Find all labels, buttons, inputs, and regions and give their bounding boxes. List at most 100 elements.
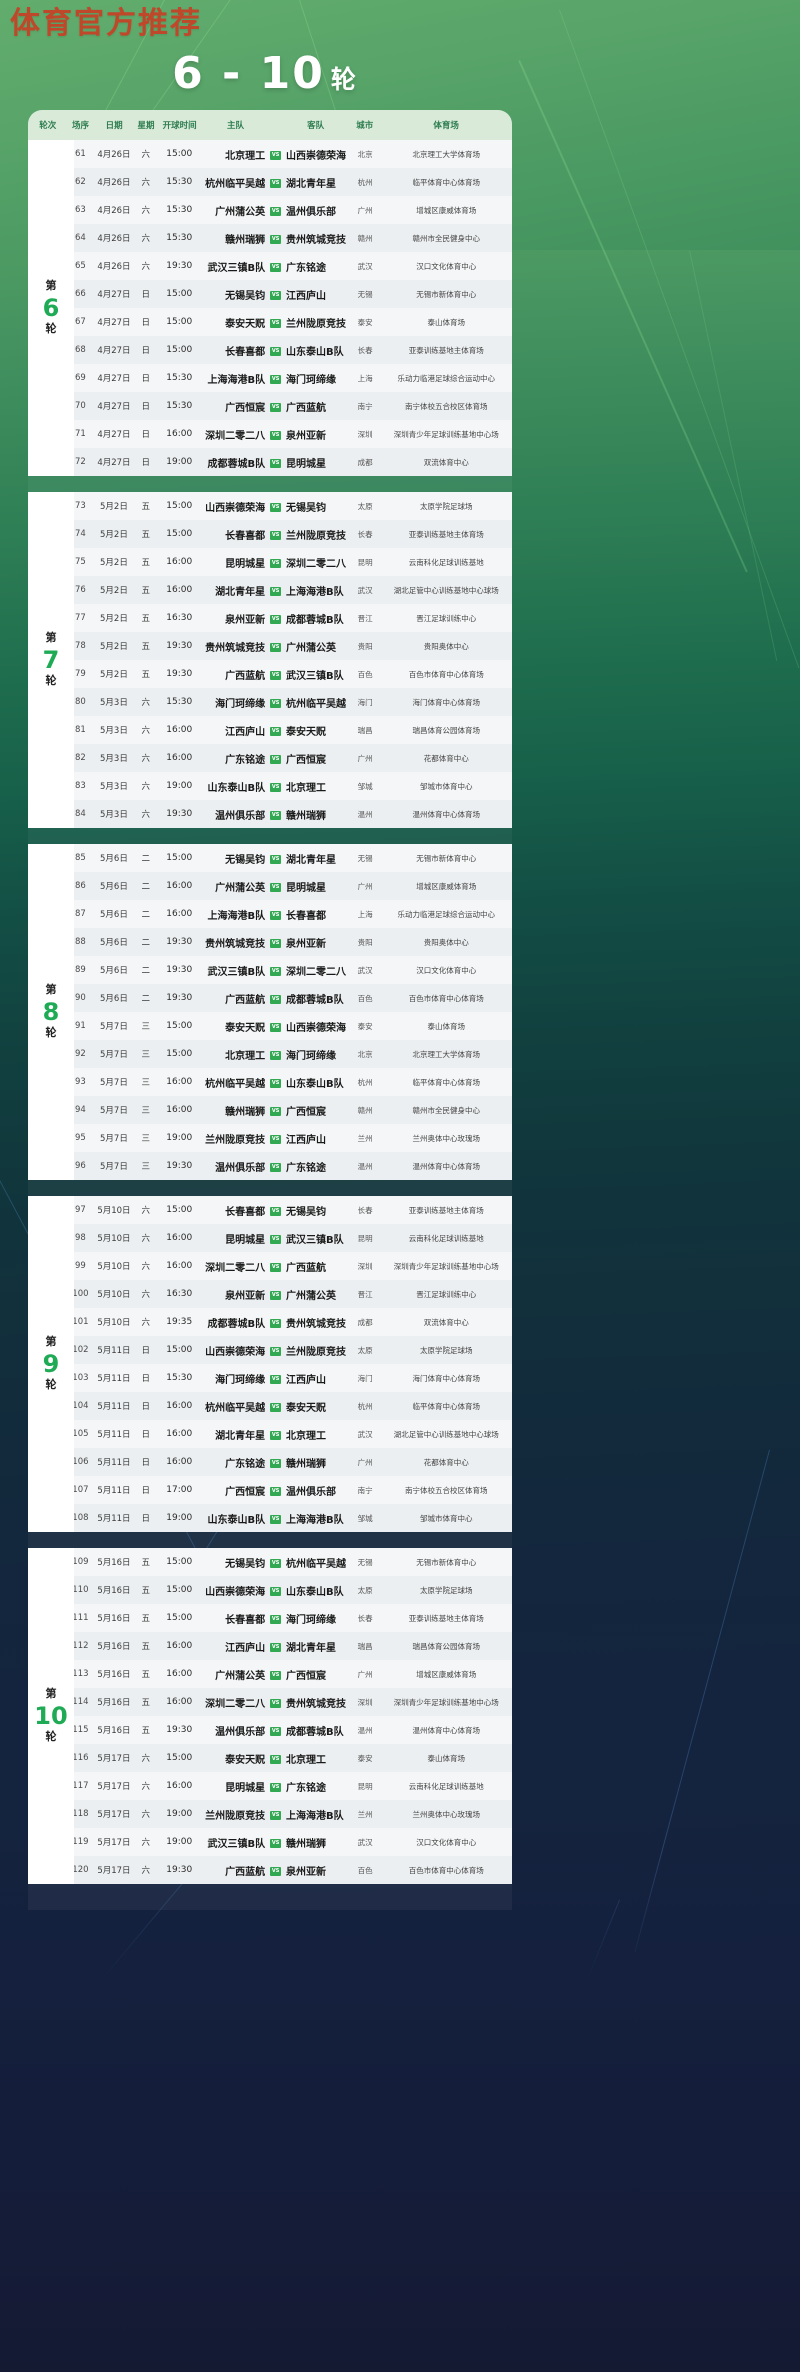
away-team[interactable]: 海门珂缔缘 (286, 1614, 337, 1626)
home-team[interactable]: 成都蓉城B队 (207, 1318, 266, 1330)
home-team[interactable]: 江西庐山 (225, 1642, 266, 1654)
home-team[interactable]: 深圳二零二八 (205, 1262, 266, 1274)
home-team[interactable]: 泰安天贶 (225, 1754, 266, 1766)
away-team[interactable]: 泉州亚新 (286, 430, 327, 442)
home-team[interactable]: 温州俱乐部 (215, 810, 266, 822)
table-row[interactable]: 73 5月2日 五 15:00 山西崇德荣海 VS 无锡吴钧 太原 太原学院足球场 (28, 492, 512, 520)
table-row[interactable]: 69 4月27日日 15:30 上海海港B队 VS 海门珂缔缘 上海 乐动力临港足球综合运动中… (28, 364, 512, 392)
table-row[interactable]: 116 5月17日六 15:00 泰安天贶 VS 北京理工 泰安 泰山体育场 (28, 1744, 512, 1772)
table-row[interactable]: 109 5月16日五 15:00 无锡吴钧 VS 杭州临平吴越 无锡 无锡市新体育中心 (28, 1548, 512, 1576)
away-team[interactable]: 赣州瑞狮 (286, 1838, 327, 1850)
away-team[interactable]: 江西庐山 (286, 290, 327, 302)
away-team[interactable]: 无锡吴钧 (286, 1206, 327, 1218)
home-team[interactable]: 山西崇德荣海 (205, 1346, 266, 1358)
away-team[interactable]: 山西崇德荣海 (286, 150, 347, 162)
away-team[interactable]: 深圳二零二八 (286, 966, 347, 978)
away-team[interactable]: 山东泰山B队 (286, 1078, 344, 1090)
home-team[interactable]: 湖北青年星 (215, 586, 266, 598)
table-row[interactable]: 105 5月11日日 16:00 湖北青年星 VS 北京理工 武汉 湖北足管中心训练基地中心球… (28, 1420, 512, 1448)
home-team[interactable]: 广东铭途 (225, 754, 266, 766)
table-row[interactable]: 115 5月16日五 19:30 温州俱乐部 VS 成都蓉城B队 温州 温州体育中心体育场 (28, 1716, 512, 1744)
table-row[interactable]: 92 5月7日 三 15:00 北京理工 VS 海门珂缔缘 北京 北京理工大学体育场 (28, 1040, 512, 1068)
home-team[interactable]: 山东泰山B队 (207, 782, 266, 794)
away-team[interactable]: 武汉三镇B队 (286, 670, 344, 682)
table-row[interactable]: 108 5月11日日 19:00 山东泰山B队 VS 上海海港B队 邹城 邹城市体育中心 (28, 1504, 512, 1532)
home-team[interactable]: 杭州临平吴越 (205, 1078, 266, 1090)
away-team[interactable]: 长春喜都 (286, 910, 327, 922)
away-team[interactable]: 赣州瑞狮 (286, 810, 327, 822)
home-team[interactable]: 山西崇德荣海 (205, 1586, 266, 1598)
away-team[interactable]: 广州蒲公英 (286, 1290, 337, 1302)
home-team[interactable]: 赣州瑞狮 (225, 1106, 266, 1118)
away-team[interactable]: 杭州临平吴越 (286, 1558, 347, 1570)
table-row[interactable]: 100 5月10日六 16:30 泉州亚新 VS 广州蒲公英 晋江 晋江足球训练中心 (28, 1280, 512, 1308)
home-team[interactable]: 广州蒲公英 (215, 882, 266, 894)
away-team[interactable]: 上海海港B队 (286, 1810, 344, 1822)
away-team[interactable]: 兰州陇原竞技 (286, 530, 347, 542)
away-team[interactable]: 海门珂缔缘 (286, 374, 337, 386)
home-team[interactable]: 赣州瑞狮 (225, 234, 266, 246)
table-row[interactable]: 94 5月7日 三 16:00 赣州瑞狮 VS 广西恒宸 赣州 赣州市全民健身中心 (28, 1096, 512, 1124)
home-team[interactable]: 江西庐山 (225, 726, 266, 738)
home-team[interactable]: 温州俱乐部 (215, 1726, 266, 1738)
home-team[interactable]: 长春喜都 (225, 530, 266, 542)
home-team[interactable]: 北京理工 (225, 1050, 266, 1062)
away-team[interactable]: 广州蒲公英 (286, 642, 337, 654)
table-row[interactable]: 72 4月27日日 19:00 成都蓉城B队 VS 昆明城星 成都 双流体育中心 (28, 448, 512, 476)
table-row[interactable]: 62 4月26日六 15:30 杭州临平吴越 VS 湖北青年星 杭州 临平体育中心体育场 (28, 168, 512, 196)
home-team[interactable]: 泰安天贶 (225, 1022, 266, 1034)
table-row[interactable]: 110 5月16日五 15:00 山西崇德荣海 VS 山东泰山B队 太原 太原学院足球场 (28, 1576, 512, 1604)
table-row[interactable]: 89 5月6日 二 19:30 武汉三镇B队 VS 深圳二零二八 武汉 汉口文化体育中心 (28, 956, 512, 984)
table-row[interactable]: 111 5月16日五 15:00 长春喜都 VS 海门珂缔缘 长春 亚泰训练基地主体育场 (28, 1604, 512, 1632)
table-row[interactable]: 118 5月17日六 19:00 兰州陇原竞技 VS 上海海港B队 兰州 兰州奥体中心玫瑰场 (28, 1800, 512, 1828)
home-team[interactable]: 昆明城星 (225, 1782, 266, 1794)
table-row[interactable]: 117 5月17日六 16:00 昆明城星 VS 广东铭途 昆明 云南科化足球训练基地 (28, 1772, 512, 1800)
away-team[interactable]: 成都蓉城B队 (286, 994, 344, 1006)
table-row[interactable]: 104 5月11日日 16:00 杭州临平吴越 VS 泰安天贶 杭州 临平体育中心体育场 (28, 1392, 512, 1420)
home-team[interactable]: 山东泰山B队 (207, 1514, 266, 1526)
away-team[interactable]: 山西崇德荣海 (286, 1022, 347, 1034)
home-team[interactable]: 深圳二零二八 (205, 1698, 266, 1710)
table-row[interactable]: 78 5月2日 五 19:30 贵州筑城竞技 VS 广州蒲公英 贵阳 贵阳奥体中心 (28, 632, 512, 660)
table-row[interactable]: 102 5月11日日 15:00 山西崇德荣海 VS 兰州陇原竞技 太原 太原学院足球场 (28, 1336, 512, 1364)
table-row[interactable]: 106 5月11日日 16:00 广东铭途 VS 赣州瑞狮 广州 花都体育中心 (28, 1448, 512, 1476)
home-team[interactable]: 杭州临平吴越 (205, 178, 266, 190)
home-team[interactable]: 武汉三镇B队 (207, 262, 266, 274)
home-team[interactable]: 兰州陇原竞技 (205, 1810, 266, 1822)
home-team[interactable]: 上海海港B队 (207, 910, 266, 922)
home-team[interactable]: 武汉三镇B队 (207, 966, 266, 978)
table-row[interactable]: 64 4月26日六 15:30 赣州瑞狮 VS 贵州筑城竞技 赣州 赣州市全民健身中心 (28, 224, 512, 252)
home-team[interactable]: 广西蓝航 (225, 994, 266, 1006)
away-team[interactable]: 贵州筑城竞技 (286, 1318, 347, 1330)
away-team[interactable]: 北京理工 (286, 782, 327, 794)
away-team[interactable]: 江西庐山 (286, 1374, 327, 1386)
home-team[interactable]: 昆明城星 (225, 558, 266, 570)
away-team[interactable]: 贵州筑城竞技 (286, 234, 347, 246)
away-team[interactable]: 湖北青年星 (286, 1642, 337, 1654)
home-team[interactable]: 贵州筑城竞技 (205, 642, 266, 654)
home-team[interactable]: 广西恒宸 (225, 1486, 266, 1498)
table-row[interactable]: 95 5月7日 三 19:00 兰州陇原竞技 VS 江西庐山 兰州 兰州奥体中心玫瑰场 (28, 1124, 512, 1152)
away-team[interactable]: 昆明城星 (286, 458, 327, 470)
table-row[interactable]: 63 4月26日六 15:30 广州蒲公英 VS 温州俱乐部 广州 增城区康威体育场 (28, 196, 512, 224)
home-team[interactable]: 泰安天贶 (225, 318, 266, 330)
home-team[interactable]: 长春喜都 (225, 346, 266, 358)
away-team[interactable]: 山东泰山B队 (286, 1586, 344, 1598)
away-team[interactable]: 山东泰山B队 (286, 346, 344, 358)
table-row[interactable]: 87 5月6日 二 16:00 上海海港B队 VS 长春喜都 上海 乐动力临港足球综合运动中心 (28, 900, 512, 928)
table-row[interactable]: 103 5月11日日 15:30 海门珂缔缘 VS 江西庐山 海门 海门体育中心体育场 (28, 1364, 512, 1392)
away-team[interactable]: 泰安天贶 (286, 1402, 327, 1414)
away-team[interactable]: 兰州陇原竞技 (286, 1346, 347, 1358)
away-team[interactable]: 广西恒宸 (286, 1106, 327, 1118)
table-row[interactable]: 77 5月2日 五 16:30 泉州亚新 VS 成都蓉城B队 晋江 晋江足球训练中心 (28, 604, 512, 632)
home-team[interactable]: 昆明城星 (225, 1234, 266, 1246)
away-team[interactable]: 昆明城星 (286, 882, 327, 894)
away-team[interactable]: 兰州陇原竞技 (286, 318, 347, 330)
away-team[interactable]: 成都蓉城B队 (286, 1726, 344, 1738)
home-team[interactable]: 北京理工 (225, 150, 266, 162)
home-team[interactable]: 广州蒲公英 (215, 1670, 266, 1682)
table-row[interactable]: 76 5月2日 五 16:00 湖北青年星 VS 上海海港B队 武汉 湖北足管中心训练基地中心球… (28, 576, 512, 604)
home-team[interactable]: 深圳二零二八 (205, 430, 266, 442)
away-team[interactable]: 广西蓝航 (286, 402, 327, 414)
table-row[interactable]: 74 5月2日 五 15:00 长春喜都 VS 兰州陇原竞技 长春 亚泰训练基地主体育场 (28, 520, 512, 548)
